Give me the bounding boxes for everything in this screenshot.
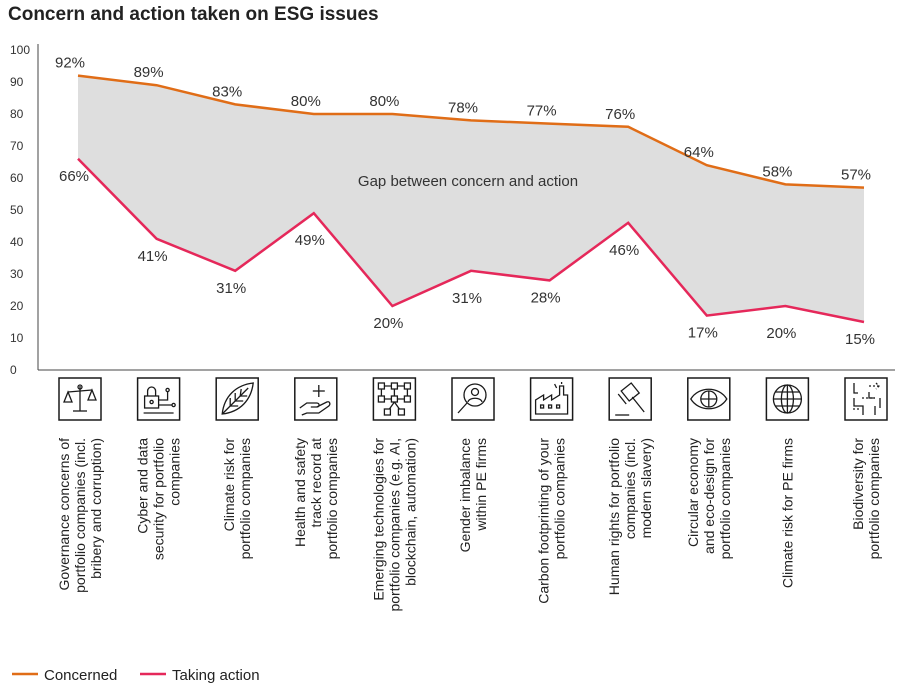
category-label: Cyber and datasecurity for portfoliocomp… <box>135 438 183 560</box>
taking-action-data-label: 20% <box>373 315 403 332</box>
eye-icon <box>687 377 731 421</box>
taking-action-data-label: 31% <box>216 280 246 297</box>
category-label: Health and safetytrack record atportfoli… <box>292 438 340 560</box>
category-label: Biodiversity forportfolio companies <box>850 438 882 560</box>
gap-annotation: Gap between concern and action <box>358 173 578 190</box>
y-tick-label: 80 <box>10 107 24 121</box>
taking-action-data-label: 31% <box>452 290 482 307</box>
concerned-data-label: 64% <box>684 144 714 161</box>
concerned-data-label: 77% <box>527 103 557 120</box>
chart-title: Concern and action taken on ESG issues <box>8 4 379 25</box>
category-label: Climate risk for PE firms <box>779 438 795 588</box>
gap-area <box>78 75 864 322</box>
gavel-icon <box>608 377 652 421</box>
concerned-data-label: 76% <box>605 106 635 123</box>
category-label: Circular economyand eco-design forportfo… <box>685 438 733 560</box>
taking-action-data-label: 20% <box>766 325 796 342</box>
y-tick-label: 60 <box>10 171 24 185</box>
taking-action-data-label: 28% <box>531 289 561 306</box>
factory-icon <box>529 377 574 421</box>
y-tick-label: 20 <box>10 299 24 313</box>
person-search-icon <box>451 377 495 421</box>
y-tick-label: 0 <box>10 363 17 377</box>
y-tick-label: 100 <box>10 43 30 57</box>
category-label: Climate risk forportfolio companies <box>221 438 253 560</box>
concerned-data-label: 83% <box>212 83 242 100</box>
y-tick-label: 70 <box>10 139 24 153</box>
concerned-line <box>77 74 865 189</box>
taking-action-data-label: 49% <box>295 232 325 249</box>
y-axis-ticks: 0 10 20 30 40 50 60 70 80 90 100 <box>10 43 30 377</box>
map-route-icon <box>844 377 888 421</box>
leaf-icon <box>215 377 259 421</box>
legend-label: Concerned <box>44 667 117 684</box>
category-label: Carbon footprinting of yourportfolio com… <box>536 438 568 604</box>
taking-action-data-label: 66% <box>59 168 89 185</box>
scales-icon <box>58 377 102 421</box>
category-icons <box>58 377 888 421</box>
network-icon <box>372 377 417 421</box>
taking-action-data-label: 46% <box>609 242 639 259</box>
concerned-data-label: 92% <box>55 55 85 72</box>
y-tick-label: 40 <box>10 235 24 249</box>
hand-plus-icon <box>294 377 338 421</box>
category-label: Emerging technologies forportfolio compa… <box>370 438 418 612</box>
category-labels: Governance concerns ofportfolio companie… <box>56 438 882 612</box>
concerned-data-label: 78% <box>448 99 478 116</box>
y-tick-label: 90 <box>10 75 24 89</box>
y-tick-label: 10 <box>10 331 24 345</box>
concerned-data-label: 57% <box>841 167 871 184</box>
concerned-data-label: 58% <box>762 163 792 180</box>
data-labels: 92% 89% 83% 80% 80% 78% 77% 76% 64% 58% 57% 66% 41% 3… <box>55 55 875 348</box>
category-label: Governance concerns ofportfolio companie… <box>56 438 104 593</box>
concerned-data-label: 80% <box>291 93 321 110</box>
taking-action-data-label: 41% <box>138 248 168 265</box>
taking-action-data-label: 17% <box>688 325 718 342</box>
category-label: Human rights for portfoliocompanies (inc… <box>606 438 654 595</box>
globe-icon <box>765 377 810 421</box>
lock-circuit-icon <box>136 377 181 421</box>
taking-action-line <box>77 157 865 324</box>
y-tick-label: 50 <box>10 203 24 217</box>
concerned-data-label: 89% <box>134 64 164 81</box>
concerned-data-label: 80% <box>369 93 399 110</box>
taking-action-data-label: 15% <box>845 331 875 348</box>
legend-label: Taking action <box>172 667 260 684</box>
y-tick-label: 30 <box>10 267 24 281</box>
legend: Concerned Taking action <box>12 667 260 684</box>
category-label: Gender imbalancewithin PE firms <box>457 438 489 553</box>
